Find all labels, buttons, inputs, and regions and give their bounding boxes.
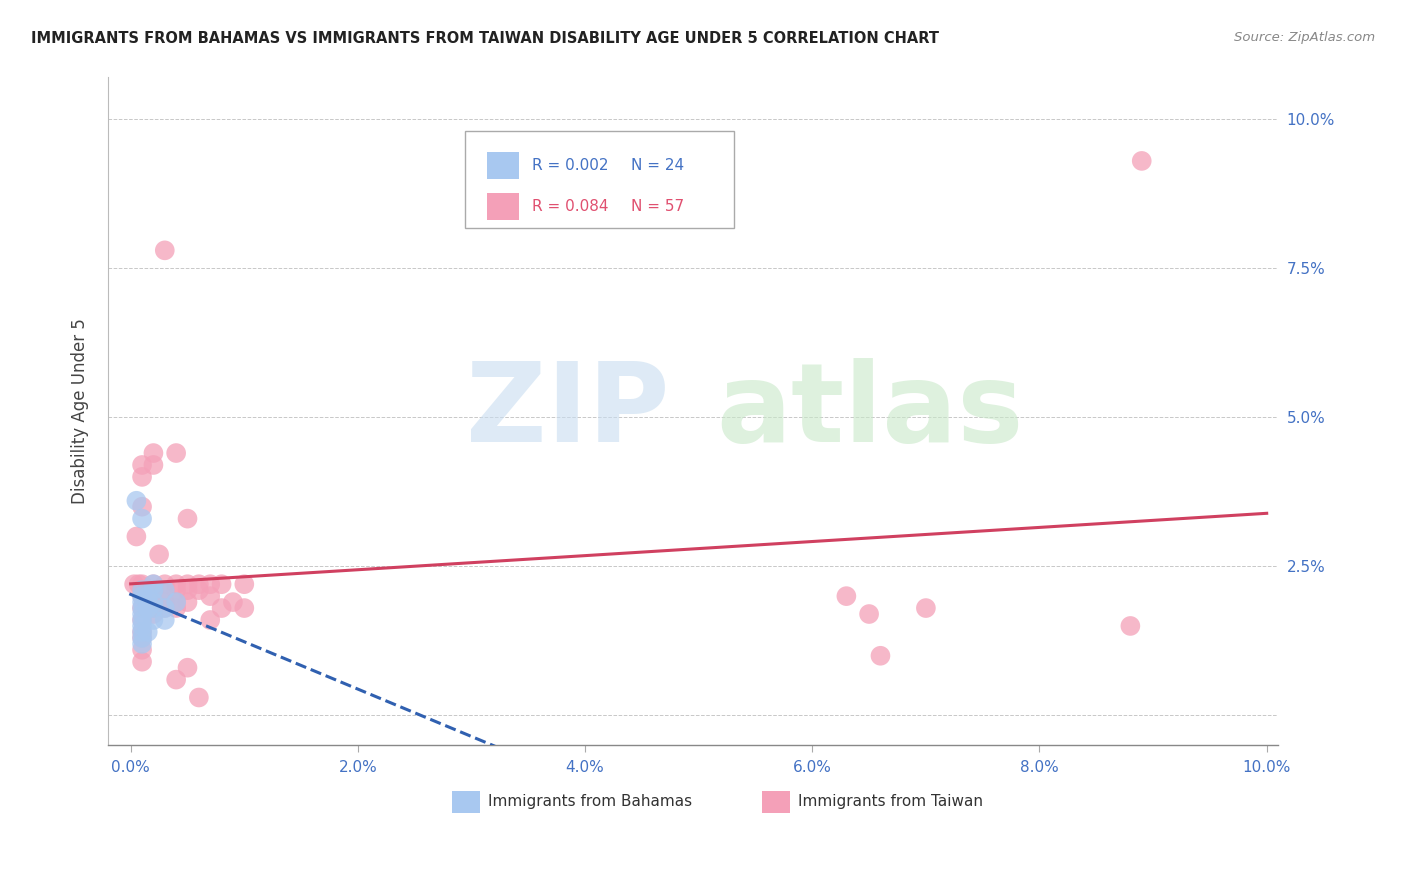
Point [153,601,176,615]
Text: N = 24: N = 24 [631,158,685,173]
Point [176,661,198,675]
FancyBboxPatch shape [465,131,734,227]
Point [122,577,145,591]
Point [142,458,165,472]
Point [176,583,198,598]
Text: Immigrants from Taiwan: Immigrants from Taiwan [799,795,983,809]
Text: IMMIGRANTS FROM BAHAMAS VS IMMIGRANTS FROM TAIWAN DISABILITY AGE UNDER 5 CORRELA: IMMIGRANTS FROM BAHAMAS VS IMMIGRANTS FR… [31,31,939,46]
Point [136,583,159,598]
Point [128,577,150,591]
Point [165,601,187,615]
Point [131,458,153,472]
Text: Immigrants from Bahamas: Immigrants from Bahamas [488,795,692,809]
Point [131,601,153,615]
Point [858,607,880,621]
Point [1130,153,1153,168]
Point [131,642,153,657]
Point [222,595,245,609]
Point [131,577,153,591]
Point [165,595,187,609]
Text: atlas: atlas [717,358,1024,465]
Point [200,589,222,603]
Point [153,613,176,627]
Point [136,589,159,603]
Point [187,583,209,598]
Point [142,595,165,609]
Point [131,589,153,603]
Point [125,493,148,508]
Point [165,595,187,609]
Point [131,619,153,633]
Point [153,583,176,598]
Point [131,500,153,514]
Point [233,601,256,615]
Point [142,601,165,615]
Point [148,548,170,562]
Point [131,631,153,645]
Point [131,589,153,603]
Text: Source: ZipAtlas.com: Source: ZipAtlas.com [1234,31,1375,45]
Point [153,577,176,591]
Point [153,244,176,258]
Point [211,601,233,615]
Point [165,583,187,598]
Point [153,583,176,598]
Point [869,648,891,663]
Point [153,601,176,615]
FancyBboxPatch shape [486,153,519,179]
Point [200,577,222,591]
Point [142,607,165,621]
Text: ZIP: ZIP [467,358,669,465]
Y-axis label: Disability Age Under 5: Disability Age Under 5 [72,318,89,504]
Text: N = 57: N = 57 [631,199,685,214]
Text: R = 0.084: R = 0.084 [531,199,607,214]
Point [131,595,153,609]
Point [131,624,153,639]
Point [142,577,165,591]
Point [165,446,187,460]
Point [131,613,153,627]
Point [131,511,153,525]
Point [1119,619,1142,633]
Point [131,583,153,598]
Point [131,601,153,615]
Point [142,583,165,598]
Point [131,607,153,621]
Point [142,601,165,615]
Point [131,613,153,627]
FancyBboxPatch shape [486,193,519,219]
Point [142,446,165,460]
Point [176,511,198,525]
Point [136,595,159,609]
Point [142,577,165,591]
FancyBboxPatch shape [451,791,479,813]
Point [136,601,159,615]
Point [835,589,858,603]
Point [915,601,938,615]
Point [136,624,159,639]
Point [176,595,198,609]
Point [153,595,176,609]
Point [131,631,153,645]
Point [165,673,187,687]
Point [131,655,153,669]
Point [187,690,209,705]
Point [131,624,153,639]
Text: R = 0.002: R = 0.002 [531,158,607,173]
Point [131,470,153,484]
Point [176,577,198,591]
Point [142,613,165,627]
Point [187,577,209,591]
Point [142,583,165,598]
Point [211,577,233,591]
Point [233,577,256,591]
Point [165,577,187,591]
Point [125,529,148,543]
Point [131,637,153,651]
Point [142,595,165,609]
Point [200,613,222,627]
FancyBboxPatch shape [762,791,790,813]
